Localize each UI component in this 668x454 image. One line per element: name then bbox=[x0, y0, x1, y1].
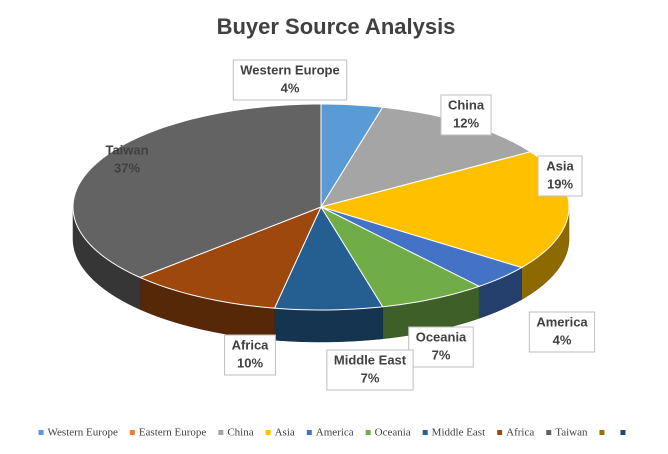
legend-label: Asia bbox=[275, 427, 295, 439]
legend-item: Middle East bbox=[422, 427, 485, 439]
data-label-box bbox=[408, 326, 474, 368]
data-label: Oceania 7% bbox=[408, 326, 474, 368]
data-label: America 4% bbox=[528, 311, 596, 353]
legend-marker bbox=[422, 430, 428, 435]
legend-marker bbox=[218, 430, 224, 435]
pie-slice bbox=[72, 103, 322, 279]
legend-marker bbox=[129, 430, 135, 435]
legend-item bbox=[599, 430, 605, 435]
legend-item: Eastern Europe bbox=[129, 427, 207, 439]
data-label-name: Africa bbox=[232, 337, 270, 352]
chart-title: Buyer Source Analysis bbox=[217, 14, 456, 39]
data-label-value: 7% bbox=[361, 370, 380, 385]
pie-slice bbox=[320, 206, 523, 287]
data-label-value: 37% bbox=[114, 160, 140, 175]
legend-label: Oceania bbox=[375, 427, 411, 439]
legend-marker bbox=[265, 430, 271, 435]
legend-label: Middle East bbox=[432, 427, 485, 439]
data-label-name: Western Europe bbox=[240, 62, 339, 77]
data-label-value: 19% bbox=[547, 176, 573, 191]
legend-marker bbox=[365, 430, 371, 435]
data-label: Asia 19% bbox=[537, 155, 583, 197]
data-label-value: 10% bbox=[237, 355, 263, 370]
data-label-name: Middle East bbox=[334, 352, 407, 367]
data-label-name: Taiwan bbox=[105, 142, 148, 157]
data-label-name: America bbox=[536, 314, 588, 329]
pie-slice bbox=[138, 206, 322, 309]
pie-slice bbox=[273, 205, 384, 311]
data-label-box bbox=[440, 94, 492, 136]
data-label: Africa 10% bbox=[224, 334, 276, 376]
legend-item: Western Europe bbox=[38, 427, 118, 439]
legend-marker bbox=[620, 430, 626, 435]
legend-label: Western Europe bbox=[48, 427, 118, 439]
data-label: China 12% bbox=[440, 94, 492, 136]
data-label-value: 4% bbox=[553, 332, 572, 347]
legend-marker bbox=[497, 430, 503, 435]
legend-label: Africa bbox=[506, 427, 534, 439]
legend-label: Eastern Europe bbox=[139, 427, 207, 439]
data-label: Taiwan 37% bbox=[105, 142, 148, 175]
data-label-name: Asia bbox=[546, 158, 574, 173]
legend-label: China bbox=[227, 427, 253, 439]
data-label-box bbox=[224, 334, 276, 376]
data-label-box bbox=[326, 349, 414, 391]
data-label-box bbox=[537, 155, 583, 197]
data-label-name: Oceania bbox=[416, 329, 467, 344]
pie-tops bbox=[72, 103, 570, 311]
pie-sides bbox=[72, 206, 570, 343]
legend-item: Africa bbox=[497, 427, 534, 439]
legend-item: Asia bbox=[265, 427, 295, 439]
data-label-name: China bbox=[448, 97, 485, 112]
legend-item: Taiwan bbox=[546, 427, 588, 439]
legend-marker bbox=[306, 430, 312, 435]
data-label: Middle East 7% bbox=[326, 349, 414, 391]
pie-slice-side bbox=[274, 306, 383, 343]
data-label-value: 4% bbox=[281, 80, 300, 95]
pie-slice bbox=[319, 205, 481, 308]
data-label-box bbox=[528, 311, 596, 353]
legend-item: America bbox=[306, 427, 354, 439]
data-label-box bbox=[232, 59, 348, 101]
legend-marker bbox=[546, 430, 552, 435]
legend-label: Taiwan bbox=[555, 427, 588, 439]
legend-marker bbox=[38, 430, 44, 435]
data-label-value: 7% bbox=[432, 347, 451, 362]
legend-item: China bbox=[218, 427, 254, 439]
data-label: Western Europe 4% bbox=[232, 59, 348, 101]
legend-item: Oceania bbox=[365, 427, 411, 439]
legend-marker bbox=[599, 430, 605, 435]
legend-label: America bbox=[316, 427, 354, 439]
data-label-value: 12% bbox=[453, 115, 479, 130]
legend-item bbox=[620, 430, 626, 435]
